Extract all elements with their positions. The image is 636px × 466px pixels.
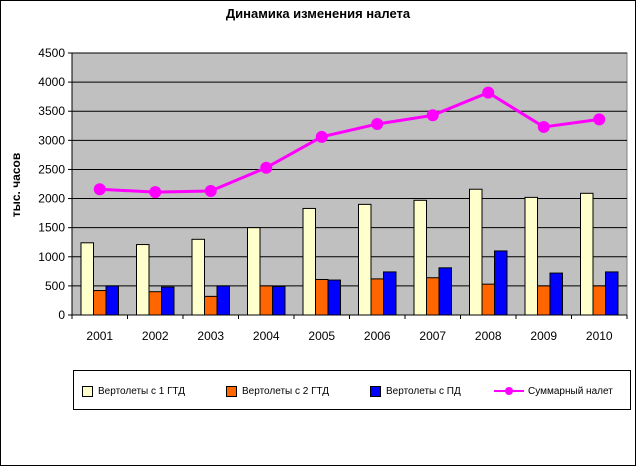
- legend-label-2: Вертолеты с ПД: [386, 385, 461, 397]
- bar-0-2005: [302, 207, 316, 316]
- x-tick-label-5: 2006: [364, 329, 391, 343]
- legend-label-3: Суммарный налет: [528, 385, 613, 397]
- legend-swatch-0: [82, 385, 93, 397]
- bar-1-2005: [315, 278, 329, 316]
- bar-0-2009: [524, 196, 538, 316]
- bar-0-2003: [191, 238, 205, 316]
- bar-2-2004: [272, 285, 286, 316]
- y-tick-label-5: 2500: [38, 162, 65, 176]
- legend-line-key-3: [494, 386, 524, 396]
- legend-item-series-3: Суммарный налет: [494, 384, 613, 398]
- line-point-2005: [315, 130, 328, 143]
- bar-2-2008: [494, 250, 508, 316]
- bar-0-2004: [247, 227, 261, 316]
- line-point-2006: [371, 118, 384, 131]
- x-tick-label-3: 2004: [253, 329, 280, 343]
- line-series-3: [99, 90, 600, 194]
- line-point-2007: [426, 109, 439, 122]
- bar-2-2010: [605, 271, 619, 316]
- x-tick-label-1: 2002: [142, 329, 169, 343]
- line-point-2010: [593, 113, 606, 126]
- bar-1-2009: [537, 285, 551, 316]
- y-tick-label-0: 0: [58, 308, 65, 322]
- bar-2-2007: [438, 267, 452, 316]
- bar-0-2006: [358, 203, 372, 316]
- y-tick-label-8: 4000: [38, 75, 65, 89]
- x-tick-label-2: 2003: [197, 329, 224, 343]
- x-tick-label-4: 2005: [308, 329, 335, 343]
- y-tick-label-9: 4500: [38, 46, 65, 60]
- bar-2-2009: [549, 272, 563, 316]
- bar-0-2008: [469, 188, 483, 316]
- legend-swatch-2: [370, 385, 381, 397]
- bar-0-2001: [80, 242, 94, 316]
- chart-title: Динамика изменения налета: [225, 6, 411, 21]
- x-tick-label-0: 2001: [86, 329, 113, 343]
- bar-1-2008: [481, 283, 495, 316]
- legend-label-1: Вертолеты с 2 ГТД: [242, 385, 330, 397]
- bar-2-2001: [105, 285, 119, 316]
- bar-1-2001: [93, 290, 107, 316]
- x-tick-label-9: 2010: [586, 329, 613, 343]
- line-point-2002: [149, 186, 162, 199]
- x-tick-label-6: 2007: [419, 329, 446, 343]
- legend-item-series-0: Вертолеты с 1 ГТД: [82, 384, 185, 398]
- y-tick-label-2: 1000: [38, 250, 65, 264]
- bar-1-2010: [592, 285, 606, 316]
- bar-0-2002: [136, 244, 150, 316]
- x-tick-label-8: 2009: [530, 329, 557, 343]
- line-point-2001: [93, 183, 106, 196]
- y-tick-label-3: 1500: [38, 221, 65, 235]
- line-point-2008: [482, 86, 495, 99]
- bar-1-2006: [370, 278, 384, 316]
- y-tick-label-1: 500: [45, 279, 65, 293]
- legend-swatch-1: [226, 385, 237, 397]
- line-point-2003: [204, 184, 217, 197]
- bar-2-2006: [383, 271, 397, 316]
- bar-1-2003: [204, 295, 218, 316]
- line-point-2004: [260, 161, 273, 174]
- bar-2-2003: [216, 285, 230, 316]
- legend-item-series-2: Вертолеты с ПД: [370, 384, 461, 398]
- y-tick-label-4: 2000: [38, 192, 65, 206]
- bar-1-2007: [426, 277, 440, 316]
- bar-0-2010: [580, 192, 594, 316]
- line-point-2009: [537, 120, 550, 133]
- legend-label-0: Вертолеты с 1 ГТД: [98, 385, 186, 397]
- bar-1-2002: [148, 291, 162, 316]
- bar-2-2005: [327, 279, 341, 316]
- y-tick-label-6: 3000: [38, 133, 65, 147]
- x-tick-label-7: 2008: [475, 329, 502, 343]
- bar-1-2004: [259, 285, 273, 316]
- bar-2-2002: [161, 286, 175, 316]
- bar-0-2007: [413, 199, 427, 316]
- y-tick-label-7: 3500: [38, 104, 65, 118]
- plot-area: [71, 52, 628, 316]
- legend-item-series-1: Вертолеты с 2 ГТД: [226, 384, 329, 398]
- legend: Вертолеты с 1 ГТД Вертолеты с 2 ГТД Верт…: [73, 370, 631, 410]
